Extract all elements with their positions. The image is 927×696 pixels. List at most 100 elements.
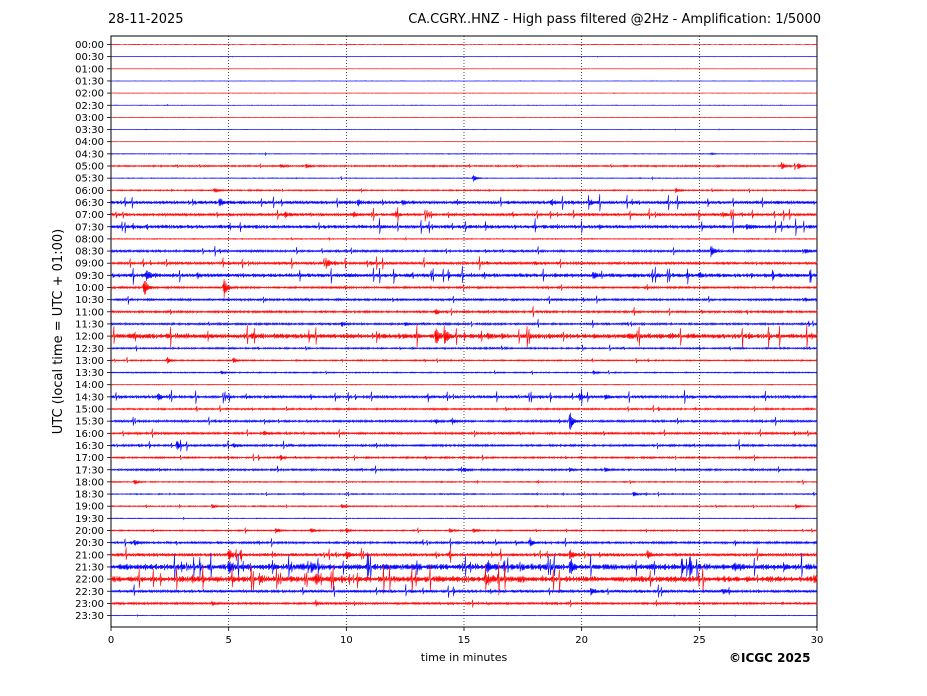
y-tick-label-1000: 10:00 (75, 283, 104, 294)
trace-0900 (110, 256, 818, 271)
chart-title: CA.CGRY..HNZ - High pass filtered @2Hz -… (408, 12, 821, 27)
x-axis-label: time in minutes (421, 651, 508, 664)
trace-0800 (110, 236, 818, 242)
y-tick-label-1700: 17:00 (75, 453, 104, 464)
y-tick-label-2300: 23:00 (75, 599, 104, 610)
trace-1000 (110, 279, 818, 298)
trace-0600 (110, 187, 818, 194)
trace-1530 (110, 412, 818, 430)
trace-2100 (110, 547, 818, 563)
y-tick-label-0900: 09:00 (75, 259, 104, 270)
y-tick-label-2200: 22:00 (75, 575, 104, 586)
trace-2330 (110, 614, 818, 617)
plot-frame (110, 35, 818, 628)
trace-0030 (110, 55, 818, 58)
trace-2000 (110, 527, 818, 534)
y-tick-label-1900: 19:00 (75, 502, 104, 513)
y-tick-label-1800: 18:00 (75, 477, 104, 488)
trace-0200 (110, 92, 818, 94)
y-tick-label-2330: 23:30 (75, 611, 104, 622)
trace-1800 (110, 479, 818, 485)
trace-1900 (110, 503, 818, 510)
trace-1100 (110, 306, 818, 318)
x-tick-labels: 0 5 10 15 20 25 30 (108, 627, 824, 646)
y-tick-label-1300: 13:00 (75, 356, 104, 367)
trace-1200 (110, 324, 818, 349)
trace-0500 (110, 161, 818, 171)
trace-1430 (110, 388, 818, 405)
x-tick-label: 30 (811, 635, 824, 646)
trace-2030 (110, 537, 818, 548)
y-tick-label-0330: 03:30 (75, 125, 104, 136)
x-tick-label: 20 (575, 635, 588, 646)
y-tick-label-1500: 15:00 (75, 405, 104, 416)
y-tick-label-2230: 22:30 (75, 587, 104, 598)
y-tick-label-0030: 00:30 (75, 52, 104, 63)
copyright-label: ©ICGC 2025 (729, 651, 811, 665)
y-tick-label-1930: 19:30 (75, 514, 104, 525)
x-tick-label: 0 (108, 635, 114, 646)
y-tick-label-0730: 07:30 (75, 222, 104, 233)
trace-0930 (110, 265, 818, 285)
trace-1830 (110, 491, 818, 497)
trace-0730 (110, 217, 818, 236)
y-tick-label-0230: 02:30 (75, 101, 104, 112)
y-tick-label-0400: 04:00 (75, 137, 104, 148)
trace-2200 (110, 561, 818, 596)
date-label: 28-11-2025 (108, 12, 184, 27)
y-tick-label-0800: 08:00 (75, 234, 104, 245)
trace-1400 (110, 383, 818, 386)
y-tick-label-2000: 20:00 (75, 526, 104, 537)
y-tick-label-0700: 07:00 (75, 210, 104, 221)
y-tick-label-1530: 15:30 (75, 417, 104, 428)
x-tick-label: 5 (225, 635, 231, 646)
y-tick-label-0930: 09:30 (75, 271, 104, 282)
y-tick-label-1230: 12:30 (75, 344, 104, 355)
y-tick-label-0830: 08:30 (75, 247, 104, 258)
y-tick-label-0100: 01:00 (75, 64, 104, 75)
trace-0330 (110, 128, 818, 131)
y-tick-label-0200: 02:00 (75, 89, 104, 100)
trace-rows (110, 44, 818, 617)
trace-1330 (110, 370, 818, 376)
trace-0700 (110, 207, 818, 223)
y-tick-label-1200: 12:00 (75, 332, 104, 343)
trace-1030 (110, 295, 818, 305)
y-tick-label-1600: 16:00 (75, 429, 104, 440)
y-tick-label-1330: 13:30 (75, 368, 104, 379)
y-tick-label-0630: 06:30 (75, 198, 104, 209)
y-tick-label-1030: 10:30 (75, 295, 104, 306)
y-tick-label-2030: 20:30 (75, 538, 104, 549)
trace-1130 (110, 318, 818, 328)
trace-0130 (110, 80, 818, 82)
y-tick-label-1100: 11:00 (75, 307, 104, 318)
y-tick-label-0430: 04:30 (75, 149, 104, 160)
trace-0830 (110, 245, 818, 258)
y-tick-label-0600: 06:00 (75, 186, 104, 197)
vertical-gridlines (228, 36, 700, 627)
trace-0230 (110, 103, 818, 107)
trace-1230 (110, 344, 818, 352)
y-tick-label-1730: 17:30 (75, 465, 104, 476)
trace-0430 (110, 151, 818, 157)
y-tick-label-1630: 16:30 (75, 441, 104, 452)
y-tick-label-2100: 21:00 (75, 550, 104, 561)
trace-1930 (110, 516, 818, 521)
trace-1630 (110, 439, 818, 452)
y-tick-label-1430: 14:30 (75, 392, 104, 403)
y-tick-label-1130: 11:30 (75, 319, 104, 330)
y-tick-label-0300: 03:00 (75, 113, 104, 124)
y-axis-label: UTC (local time = UTC + 01:00) (51, 229, 66, 434)
x-tick-label: 15 (458, 635, 471, 646)
trace-1700 (110, 453, 818, 462)
trace-0100 (110, 68, 818, 70)
x-tick-label: 25 (693, 635, 706, 646)
trace-0530 (110, 175, 818, 182)
trace-1730 (110, 465, 818, 474)
y-tick-label-1400: 14:00 (75, 380, 104, 391)
y-tick-label-0000: 00:00 (75, 40, 104, 51)
y-tick-label-0500: 05:00 (75, 162, 104, 173)
trace-0630 (110, 193, 818, 212)
